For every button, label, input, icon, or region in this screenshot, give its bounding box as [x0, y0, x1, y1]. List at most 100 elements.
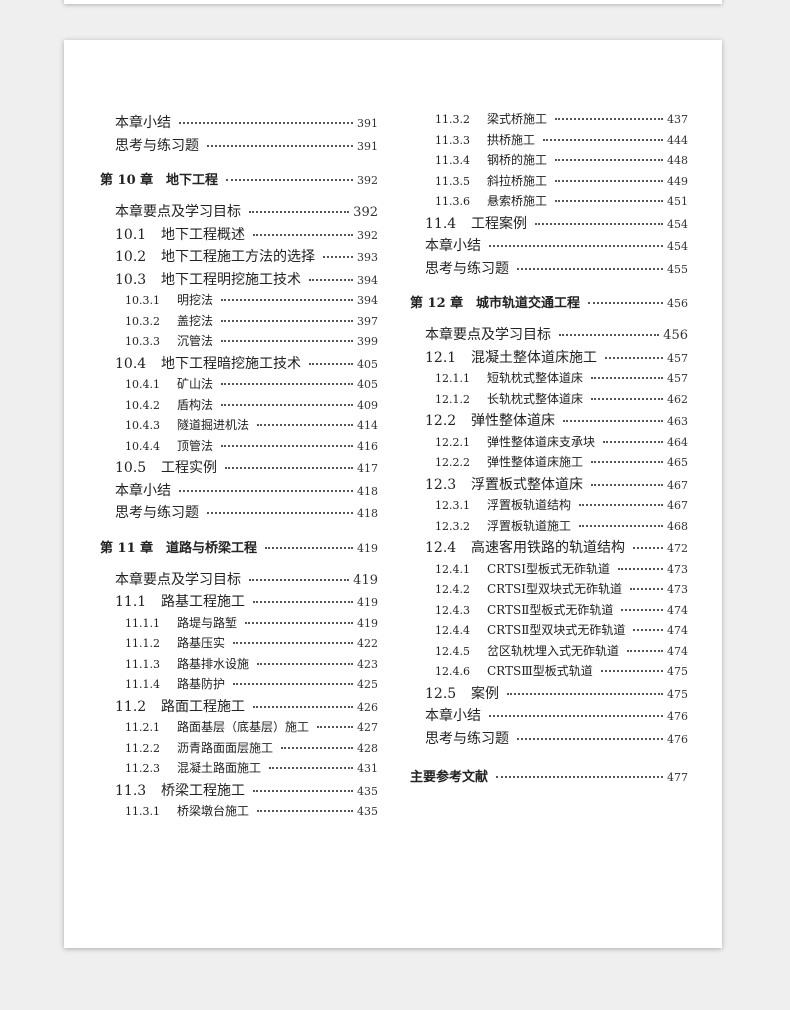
dot-leader	[489, 714, 663, 717]
entry-page-number: 399	[357, 335, 378, 348]
toc-entry: 思考与练习题 418	[100, 502, 378, 525]
dot-leader	[265, 546, 353, 549]
toc-entry: 10.3.3 沉管法 399	[100, 332, 378, 353]
toc-entry: 10.4.3 隧道掘进机法 414	[100, 416, 378, 437]
toc-entry: 思考与练习题 476	[410, 728, 688, 751]
entry-page-number: 393	[357, 251, 378, 264]
toc-entry: 思考与练习题 455	[410, 258, 688, 281]
dot-leader	[633, 546, 663, 549]
entry-page-number: 419	[357, 616, 378, 630]
toc-entry: 12.3.1 浮置板轨道结构 467	[410, 496, 688, 517]
entry-page-number: 431	[357, 762, 378, 775]
entry-page-number: 451	[667, 195, 688, 208]
entry-number: 11.2	[115, 698, 147, 715]
entry-page-number: 427	[357, 721, 378, 734]
dot-leader	[605, 356, 663, 359]
toc-entry: 本章要点及学习目标 419	[100, 569, 378, 592]
entry-title: 顶管法	[177, 438, 214, 453]
dot-leader	[253, 705, 353, 708]
toc-entry: 12.2 弹性整体道床 463	[410, 410, 688, 433]
entry-page-number: 392	[353, 205, 378, 220]
toc-entry: 12.1 混凝土整体道床施工 457	[410, 347, 688, 370]
entry-page-number: 422	[357, 637, 378, 650]
entry-number: 11.1.4	[125, 678, 160, 691]
toc-entry: 12.4 高速客用铁路的轨道结构 472	[410, 537, 688, 560]
entry-title: CRTSⅡ型双块式无砟轨道	[487, 623, 626, 637]
toc-entry: 11.3.2 梁式桥施工 437	[410, 110, 688, 131]
entry-title: 弹性整体道床支承块	[487, 434, 596, 449]
dot-leader	[253, 789, 353, 792]
entry-title: 主要参考文献	[410, 770, 489, 785]
dot-leader	[221, 339, 353, 342]
entry-title: 盾构法	[177, 397, 214, 412]
dot-leader	[507, 692, 663, 695]
entry-title: 路基工程施工	[161, 594, 245, 610]
toc-entry: 12.4.5 岔区轨枕埋入式无砟轨道 474	[410, 642, 688, 663]
entry-number: 12.4	[425, 540, 457, 556]
toc-entry: 本章小结 418	[100, 480, 378, 503]
entry-page-number: 425	[357, 678, 378, 691]
toc-entry: 10.4.2 盾构法 409	[100, 396, 378, 417]
entry-page-number: 416	[357, 439, 378, 453]
entry-number: 10.3.3	[125, 335, 160, 348]
toc-entry: 10.4.1 矿山法 405	[100, 375, 378, 396]
dot-leader	[555, 179, 663, 182]
dot-leader	[535, 222, 663, 225]
entry-page-number: 465	[667, 456, 688, 469]
entry-page-number: 391	[357, 139, 378, 153]
entry-page-number: 394	[357, 294, 378, 307]
entry-page-number: 423	[357, 657, 378, 671]
dot-leader	[257, 423, 353, 426]
dot-leader	[233, 641, 353, 644]
entry-page-number: 419	[357, 596, 378, 609]
entry-number: 12.2	[425, 413, 457, 429]
entry-page-number: 392	[357, 228, 378, 242]
dot-leader	[591, 483, 663, 486]
toc-entry: 本章小结 454	[410, 235, 688, 258]
dot-leader	[221, 382, 353, 385]
dot-leader	[563, 419, 663, 422]
toc-entry: 11.1.2 路基压实 422	[100, 634, 378, 655]
entry-title: 地下工程暗挖施工技术	[161, 355, 301, 372]
entry-title: 路堤与路堑	[177, 615, 238, 630]
dot-leader	[221, 298, 353, 301]
entry-title: 地下工程明挖施工技术	[161, 271, 301, 288]
entry-number: 10.3	[115, 271, 147, 288]
entry-title: 沥青路面面层施工	[177, 740, 274, 755]
entry-number: 12.1.2	[435, 392, 470, 406]
entry-number: 12.3.2	[435, 519, 470, 533]
entry-page-number: 457	[667, 351, 688, 365]
entry-title: 案例	[471, 685, 499, 702]
entry-number: 11.1.2	[125, 637, 160, 650]
toc-entry: 10.4.4 顶管法 416	[100, 437, 378, 458]
entry-page-number: 474	[667, 624, 688, 637]
dot-leader	[579, 524, 663, 527]
entry-title: CRTSⅠ型板式无砟轨道	[487, 561, 610, 576]
entry-number: 12.2.1	[435, 435, 470, 449]
toc-entry: 12.2.2 弹性整体道床施工 465	[410, 453, 688, 474]
toc-entry: 11.2.3 混凝土路面施工 431	[100, 759, 378, 780]
dot-leader	[633, 628, 663, 631]
entry-page-number: 444	[667, 133, 688, 147]
entry-number: 11.1.1	[125, 616, 160, 630]
toc-chapter-entry: 主要参考文献 477	[410, 766, 688, 798]
entry-title: 思考与练习题	[115, 137, 199, 154]
entry-title: 隧道掘进机法	[177, 418, 250, 432]
dot-leader	[225, 466, 353, 469]
entry-title: 工程案例	[471, 215, 527, 232]
entry-page-number: 456	[663, 328, 688, 343]
entry-page-number: 475	[667, 665, 688, 678]
toc-page: 本章小结 391 思考与练习题 391 第 10 章地下工程 392 本章要点及学习目标 39…	[64, 40, 722, 948]
toc-column-right: 11.3.2 梁式桥施工 437 11.3.3 拱桥施工 444 11.3.4 钢桥的施工 44…	[410, 110, 688, 798]
entry-page-number: 454	[667, 217, 688, 231]
entry-title: 地下工程概述	[161, 226, 245, 243]
dot-leader	[517, 267, 663, 270]
entry-page-number: 418	[357, 507, 378, 520]
entry-number: 10.3.1	[125, 294, 160, 307]
dot-leader	[555, 158, 663, 161]
dot-leader	[207, 144, 353, 147]
entry-number: 11.2.3	[125, 762, 160, 775]
entry-number: 10.4.1	[125, 378, 160, 391]
entry-title: 明挖法	[177, 293, 214, 307]
dot-leader	[249, 210, 350, 213]
